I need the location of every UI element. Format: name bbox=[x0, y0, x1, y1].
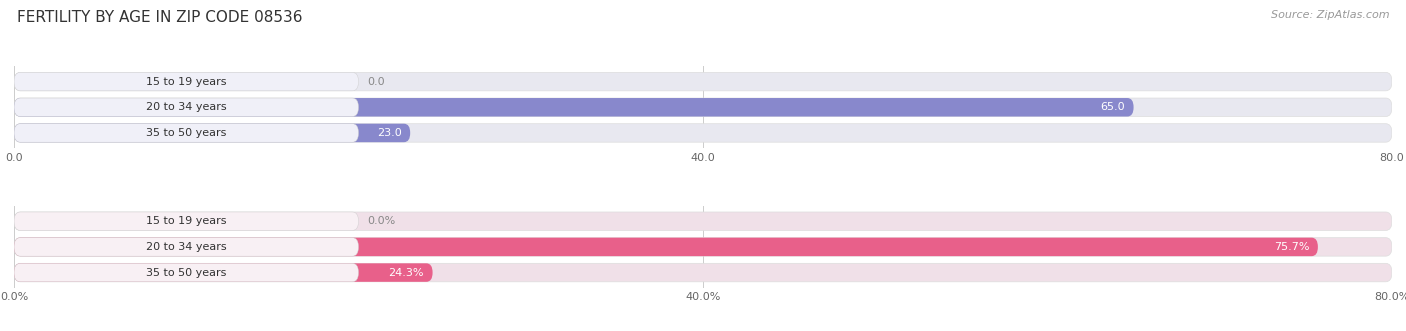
FancyBboxPatch shape bbox=[14, 263, 359, 282]
FancyBboxPatch shape bbox=[14, 124, 1392, 142]
FancyBboxPatch shape bbox=[14, 124, 359, 142]
Text: 23.0: 23.0 bbox=[377, 128, 402, 138]
Text: Source: ZipAtlas.com: Source: ZipAtlas.com bbox=[1271, 10, 1389, 20]
Text: 0.0: 0.0 bbox=[367, 76, 385, 87]
FancyBboxPatch shape bbox=[14, 98, 1133, 117]
FancyBboxPatch shape bbox=[14, 72, 1392, 91]
FancyBboxPatch shape bbox=[14, 212, 1392, 230]
Text: 65.0: 65.0 bbox=[1101, 102, 1125, 112]
FancyBboxPatch shape bbox=[14, 238, 359, 256]
FancyBboxPatch shape bbox=[14, 98, 1392, 117]
Text: 75.7%: 75.7% bbox=[1274, 242, 1309, 252]
FancyBboxPatch shape bbox=[14, 238, 1317, 256]
Text: 35 to 50 years: 35 to 50 years bbox=[146, 267, 226, 278]
Text: 15 to 19 years: 15 to 19 years bbox=[146, 76, 226, 87]
FancyBboxPatch shape bbox=[14, 263, 433, 282]
FancyBboxPatch shape bbox=[14, 98, 359, 117]
Text: 20 to 34 years: 20 to 34 years bbox=[146, 102, 226, 112]
Text: 24.3%: 24.3% bbox=[388, 267, 425, 278]
FancyBboxPatch shape bbox=[14, 263, 1392, 282]
Text: 20 to 34 years: 20 to 34 years bbox=[146, 242, 226, 252]
FancyBboxPatch shape bbox=[14, 238, 1392, 256]
FancyBboxPatch shape bbox=[14, 212, 359, 230]
FancyBboxPatch shape bbox=[14, 124, 411, 142]
Text: 0.0%: 0.0% bbox=[367, 216, 395, 226]
FancyBboxPatch shape bbox=[14, 72, 359, 91]
Text: 15 to 19 years: 15 to 19 years bbox=[146, 216, 226, 226]
Text: FERTILITY BY AGE IN ZIP CODE 08536: FERTILITY BY AGE IN ZIP CODE 08536 bbox=[17, 10, 302, 25]
Text: 35 to 50 years: 35 to 50 years bbox=[146, 128, 226, 138]
